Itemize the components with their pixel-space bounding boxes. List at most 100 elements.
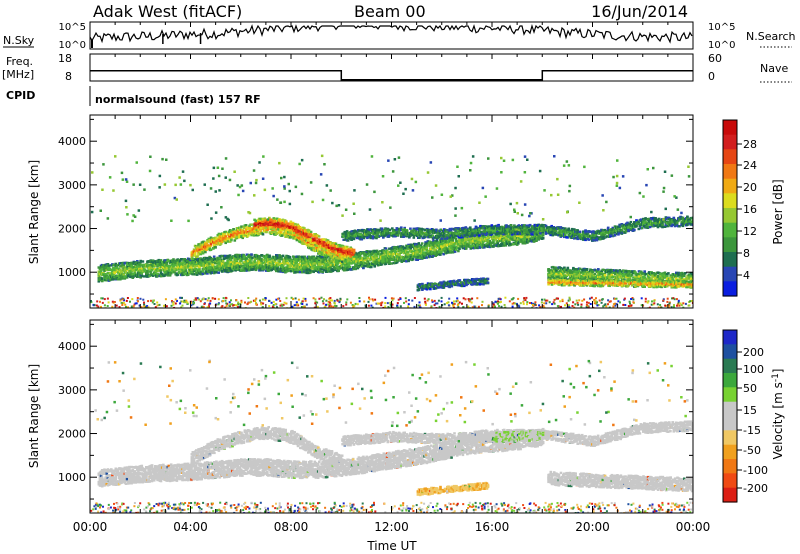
data-cell	[300, 230, 303, 234]
data-cell	[273, 264, 277, 267]
data-cell	[240, 230, 243, 233]
data-cell	[457, 249, 460, 253]
data-cell	[485, 242, 488, 246]
data-cell	[263, 217, 267, 220]
data-cell	[196, 245, 199, 248]
data-cell	[216, 234, 220, 237]
data-cell	[276, 267, 279, 271]
data-cell	[319, 265, 322, 268]
data-cell	[243, 255, 246, 258]
data-cell	[210, 268, 214, 272]
data-cell	[199, 252, 203, 256]
data-cell	[242, 253, 245, 257]
data-cell	[108, 272, 112, 275]
data-cell	[125, 267, 129, 270]
data-cell	[277, 228, 280, 231]
data-cell	[312, 244, 316, 247]
data-cell	[442, 242, 445, 246]
data-cell	[425, 248, 428, 252]
data-cell	[321, 256, 324, 259]
data-cell	[303, 241, 307, 244]
data-cell	[110, 268, 113, 272]
data-cell	[268, 254, 271, 257]
data-cell	[428, 255, 432, 258]
data-cell	[461, 246, 465, 250]
data-cell	[254, 224, 257, 227]
noise-tick-bottom-right: 10^0	[708, 40, 735, 51]
data-cell	[511, 235, 514, 239]
data-cell	[231, 256, 234, 260]
data-cell	[242, 265, 245, 268]
data-cell	[340, 258, 344, 261]
freq-tick-top: 18	[58, 52, 72, 65]
data-cell	[204, 264, 208, 267]
data-cell	[148, 274, 151, 278]
data-cell	[163, 260, 166, 264]
data-cell	[216, 266, 219, 269]
data-cell	[523, 242, 527, 245]
data-cell	[249, 256, 252, 259]
data-cell	[221, 240, 224, 244]
data-cell	[159, 269, 163, 272]
data-cell	[314, 269, 318, 272]
data-cell	[350, 254, 354, 258]
data-cell	[139, 260, 142, 263]
data-cell	[186, 260, 190, 263]
data-cell	[164, 269, 167, 272]
data-cell	[227, 269, 231, 273]
data-cell	[407, 259, 410, 262]
beam-title: Beam 00	[354, 2, 426, 21]
data-cell	[492, 241, 495, 244]
data-cell	[146, 270, 149, 273]
data-cell	[132, 261, 136, 265]
data-cell	[123, 268, 127, 272]
data-cell	[517, 242, 520, 245]
data-cell	[134, 268, 138, 271]
data-cell	[324, 267, 328, 270]
data-cell	[309, 271, 312, 274]
noise-tick-bottom-left: 10^0	[59, 40, 86, 51]
data-cell	[225, 256, 228, 260]
data-cell	[289, 270, 293, 273]
data-cell	[523, 236, 527, 239]
data-cell	[229, 261, 233, 264]
data-cell	[259, 222, 262, 225]
data-cell	[470, 236, 474, 239]
data-cell	[273, 266, 277, 269]
data-cell	[97, 280, 101, 283]
data-cell	[316, 255, 320, 258]
data-cell	[190, 266, 193, 269]
data-cell	[113, 270, 116, 274]
data-cell	[318, 260, 321, 264]
data-cell	[238, 236, 241, 239]
data-cell	[169, 272, 173, 275]
data-cell	[240, 225, 243, 228]
data-cell	[435, 238, 439, 241]
data-cell	[200, 249, 204, 252]
data-cell	[460, 241, 464, 245]
data-cell	[125, 276, 129, 279]
data-cell	[194, 262, 198, 266]
data-cell	[259, 219, 262, 222]
data-cell	[283, 226, 287, 230]
data-cell	[116, 274, 120, 278]
data-cell	[253, 258, 257, 262]
data-cell	[309, 269, 312, 272]
data-cell	[136, 260, 139, 263]
data-cell	[223, 233, 226, 236]
data-cell	[199, 243, 203, 246]
nave-label: Nave	[760, 62, 788, 75]
data-cell	[224, 254, 227, 258]
nave-tick-top: 60	[708, 52, 722, 65]
data-cell	[196, 255, 199, 258]
data-cell	[280, 234, 284, 237]
data-cell	[163, 274, 166, 277]
data-cell	[409, 246, 413, 250]
data-cell	[491, 234, 494, 237]
data-cell	[452, 245, 456, 249]
data-cell	[189, 258, 192, 262]
data-cell	[366, 260, 370, 263]
data-cell	[149, 265, 153, 268]
